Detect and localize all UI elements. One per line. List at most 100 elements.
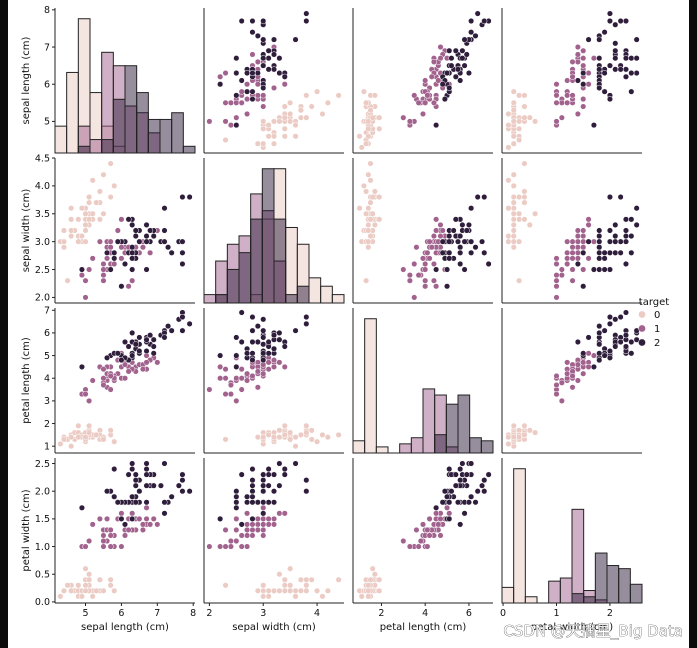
scatter-point-class-0: [360, 88, 367, 95]
scatter-point-class-2: [446, 499, 453, 506]
scatter-point-class-1: [238, 366, 245, 373]
scatter-point-class-1: [400, 537, 407, 545]
scatter-point-class-2: [596, 255, 603, 262]
scatter-point-class-0: [265, 122, 272, 129]
hist-bar-class-2: [77, 145, 91, 154]
scatter-point-class-1: [249, 532, 256, 539]
scatter-point-class-2: [150, 233, 157, 240]
scatter-point-class-1: [564, 255, 571, 262]
scatter-point-class-2: [606, 17, 613, 25]
scatter-point-class-0: [64, 582, 71, 589]
scatter-point-class-2: [186, 320, 193, 327]
scatter-point-class-0: [365, 227, 372, 234]
scatter-point-class-1: [406, 543, 413, 550]
scatter-point-class-0: [371, 221, 378, 228]
scatter-point-class-2: [612, 21, 619, 28]
scatter-point-class-2: [249, 466, 256, 473]
scatter-point-class-2: [161, 499, 168, 506]
scatter-point-class-0: [281, 114, 288, 121]
hist-bar-class-1: [410, 437, 424, 454]
scatter-point-class-2: [254, 70, 261, 77]
scatter-point-class-0: [297, 576, 304, 583]
scatter-point-class-1: [590, 55, 597, 62]
scatter-point-class-0: [367, 199, 374, 206]
scatter-point-class-0: [510, 205, 517, 212]
scatter-point-class-2: [233, 363, 240, 370]
scatter-point-class-2: [606, 62, 613, 69]
scatter-point-class-2: [265, 499, 272, 506]
scatter-point-class-0: [254, 587, 261, 594]
scatter-point-class-2: [465, 221, 472, 228]
scatter-point-class-0: [68, 233, 75, 240]
scatter-point-class-2: [472, 499, 479, 506]
scatter-point-class-0: [369, 210, 376, 217]
scatter-point-class-2: [161, 238, 168, 245]
scatter-point-class-2: [461, 510, 468, 517]
scatter-point-class-0: [363, 277, 370, 284]
scatter-point-class-0: [57, 593, 64, 600]
scatter-point-class-2: [276, 336, 283, 343]
hist-bar-class-2: [226, 268, 240, 304]
scatter-point-class-1: [574, 377, 581, 384]
y-tick-label: 5: [44, 117, 50, 128]
scatter-point-class-2: [465, 70, 472, 77]
scatter-point-class-1: [426, 532, 433, 539]
scatter-point-class-0: [516, 216, 523, 223]
scatter-point-class-0: [265, 133, 272, 140]
scatter-point-class-0: [367, 160, 374, 167]
scatter-point-class-2: [238, 77, 245, 84]
scatter-point-class-2: [628, 350, 635, 357]
scatter-point-class-0: [521, 422, 528, 429]
scatter-point-class-0: [376, 125, 383, 132]
scatter-point-class-1: [254, 526, 261, 534]
scatter-point-class-0: [363, 188, 370, 195]
scatter-point-class-0: [222, 436, 229, 443]
scatter-point-class-1: [580, 238, 587, 245]
scatter-point-class-0: [68, 216, 75, 223]
scatter-point-class-2: [129, 266, 136, 273]
scatter-point-class-2: [136, 348, 143, 355]
y-tick-label: 1: [44, 442, 50, 453]
scatter-point-class-2: [111, 466, 118, 473]
scatter-point-class-1: [422, 283, 429, 290]
scatter-point-class-2: [457, 77, 464, 84]
scatter-point-class-0: [68, 587, 75, 594]
scatter-point-class-2: [143, 336, 150, 343]
scatter-point-class-1: [86, 537, 93, 545]
hist-bar-class-1: [89, 139, 103, 154]
scatter-point-class-1: [430, 58, 437, 65]
scatter-point-class-1: [574, 255, 581, 262]
scatter-point-class-2: [463, 227, 470, 234]
scatter-point-class-1: [89, 521, 96, 528]
scatter-point-class-2: [147, 332, 154, 339]
scatter-point-class-1: [580, 62, 587, 69]
x-tick-label: 8: [190, 608, 196, 619]
scatter-point-class-0: [308, 436, 315, 443]
scatter-point-class-2: [601, 70, 608, 77]
scatter-point-class-0: [100, 210, 107, 217]
scatter-point-class-0: [111, 438, 118, 445]
scatter-point-class-0: [376, 216, 383, 223]
y-tick-label: 4: [44, 374, 50, 385]
x-tick-label: 4: [314, 608, 320, 619]
scatter-point-class-0: [82, 582, 89, 589]
scatter-point-class-2: [186, 488, 193, 495]
scatter-point-class-2: [132, 499, 139, 506]
scatter-point-class-2: [446, 249, 453, 256]
scatter-point-class-0: [510, 193, 517, 201]
scatter-point-class-2: [129, 466, 136, 473]
scatter-point-class-2: [233, 55, 240, 62]
x-axis-label: petal length (cm): [380, 622, 467, 633]
scatter-point-class-0: [308, 427, 315, 434]
scatter-point-class-2: [238, 17, 245, 25]
scatter-point-class-1: [406, 272, 413, 279]
scatter-point-class-1: [574, 227, 581, 234]
y-tick-label: 3.0: [35, 237, 50, 248]
scatter-point-class-1: [558, 99, 565, 106]
scatter-point-class-2: [590, 266, 597, 273]
y-tick-label: 6: [44, 328, 50, 339]
scatter-point-class-0: [365, 125, 372, 132]
panel-petal-width-cm-vs-sepal-width-cm: 2 3 4 sepal width (cm): [203, 458, 344, 633]
scatter-point-class-1: [553, 81, 560, 88]
scatter-point-class-2: [479, 238, 486, 245]
